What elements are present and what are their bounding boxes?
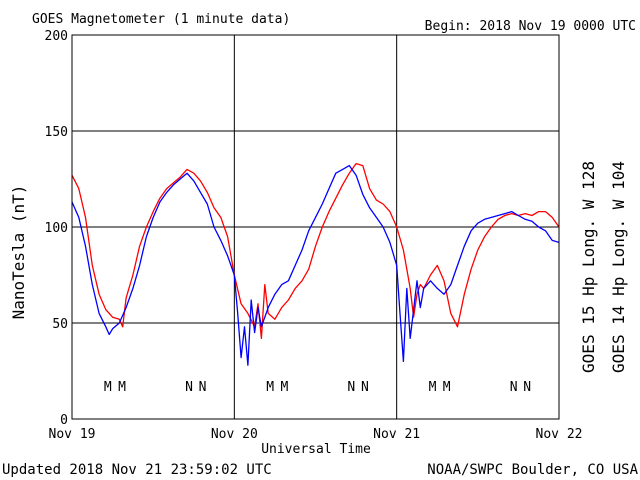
marker-m: M: [280, 380, 288, 395]
legend-goes15: GOES 15 Hp Long. W 128: [579, 161, 598, 373]
y-tick-label: 50: [52, 317, 68, 332]
marker-m: M: [266, 380, 274, 395]
marker-m: M: [104, 380, 112, 395]
begin-time: Begin: 2018 Nov 19 0000 UTC: [425, 19, 636, 34]
marker-m: M: [429, 380, 437, 395]
marker-n: N: [523, 380, 531, 395]
marker-n: N: [185, 380, 193, 395]
y-tick-labels: 0 50 100 150 200: [45, 29, 68, 428]
marker-n: N: [347, 380, 355, 395]
series-line-goes14: [71, 164, 560, 366]
chart-title: GOES Magnetometer (1 minute data): [32, 12, 290, 27]
y-tick-label: 0: [60, 413, 68, 428]
marker-m: M: [118, 380, 126, 395]
legend-goes14: GOES 14 Hp Long. W 104: [609, 161, 628, 373]
x-tick-label: Nov 21: [373, 427, 420, 442]
x-tick-label: Nov 19: [49, 427, 96, 442]
y-tick-label: 200: [45, 29, 68, 44]
credit-label: NOAA/SWPC Boulder, CO USA: [427, 462, 638, 478]
marker-n: N: [199, 380, 207, 395]
grid-lines: [71, 34, 560, 420]
x-tick-label: Nov 22: [536, 427, 583, 442]
x-axis-label: Universal Time: [261, 442, 371, 457]
series-layer: [71, 162, 560, 366]
x-tick-label: Nov 20: [211, 427, 258, 442]
marker-m: M: [443, 380, 451, 395]
y-axis-label: NanoTesla (nT): [9, 185, 28, 320]
x-tick-labels: Nov 19 Nov 20 Nov 21 Nov 22: [49, 427, 583, 442]
series-line-goes15: [71, 162, 560, 340]
y-tick-label: 100: [45, 221, 68, 236]
updated-time: Updated 2018 Nov 21 23:59:02 UTC: [2, 462, 272, 478]
marker-n: N: [361, 380, 369, 395]
plot-frame: [71, 34, 560, 420]
marker-n: N: [510, 380, 518, 395]
y-tick-label: 150: [45, 125, 68, 140]
